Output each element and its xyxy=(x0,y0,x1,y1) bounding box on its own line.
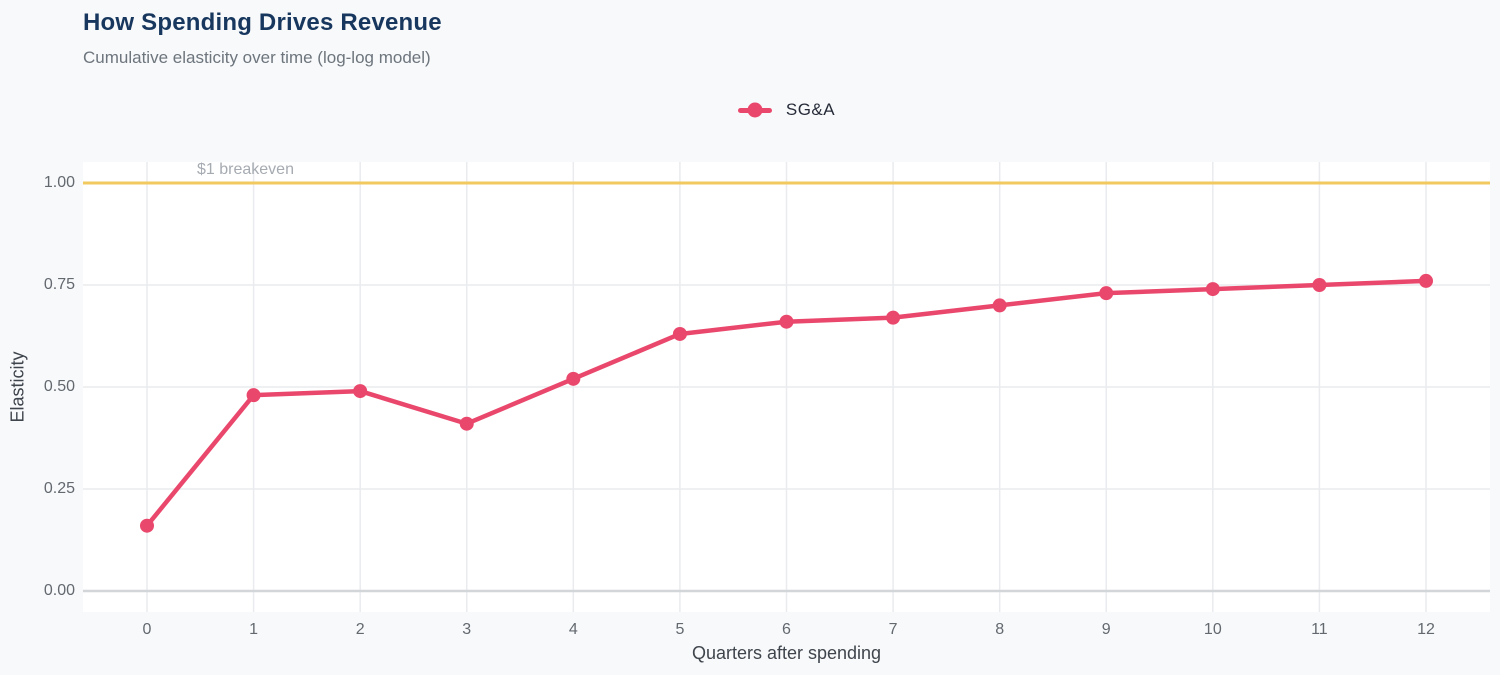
x-tick-label: 7 xyxy=(888,621,898,638)
data-point xyxy=(1419,273,1433,288)
data-point xyxy=(353,384,368,399)
x-tick-label: 3 xyxy=(462,621,472,638)
x-tick-label: 12 xyxy=(1417,621,1435,638)
line-chart-svg xyxy=(83,162,1490,612)
y-tick-label: 0.25 xyxy=(43,480,75,497)
legend-label-sga: SG&A xyxy=(785,100,836,119)
legend-line-marker xyxy=(737,102,772,118)
data-point xyxy=(992,298,1007,313)
x-tick-label: 6 xyxy=(782,621,791,638)
data-point xyxy=(1205,282,1220,297)
legend[interactable]: SG&A xyxy=(83,96,1490,124)
data-point xyxy=(672,326,687,341)
y-tick-label: 1.00 xyxy=(43,174,75,191)
y-axis-title: Elasticity xyxy=(7,351,28,423)
legend-dot-icon xyxy=(747,102,763,118)
data-point xyxy=(779,314,794,329)
x-tick-label: 10 xyxy=(1203,621,1222,638)
chart-subtitle: Cumulative elasticity over time (log-log… xyxy=(83,48,431,67)
data-point xyxy=(886,310,901,325)
plot-area: $1 breakeven xyxy=(83,161,1490,612)
x-tick-label: 1 xyxy=(249,621,259,638)
x-tick-label: 11 xyxy=(1311,621,1328,638)
data-point xyxy=(246,388,261,403)
data-point xyxy=(1099,286,1114,301)
chart-title: How Spending Drives Revenue xyxy=(83,9,442,36)
y-tick-label: 0.75 xyxy=(43,276,75,293)
x-tick-label: 5 xyxy=(675,621,685,638)
x-tick-label: 9 xyxy=(1101,621,1111,638)
y-tick-label: 0.00 xyxy=(43,582,75,599)
x-tick-label: 8 xyxy=(995,621,1005,638)
data-point xyxy=(459,416,474,431)
breakeven-annotation: $1 breakeven xyxy=(197,161,294,178)
data-point xyxy=(140,518,154,533)
data-point xyxy=(1312,278,1327,292)
x-tick-label: 2 xyxy=(355,621,365,638)
x-tick-label: 4 xyxy=(568,621,578,638)
x-axis-title: Quarters after spending xyxy=(691,643,882,663)
data-point xyxy=(566,371,581,386)
y-tick-label: 0.50 xyxy=(43,378,75,395)
x-tick-label: 0 xyxy=(142,621,152,638)
